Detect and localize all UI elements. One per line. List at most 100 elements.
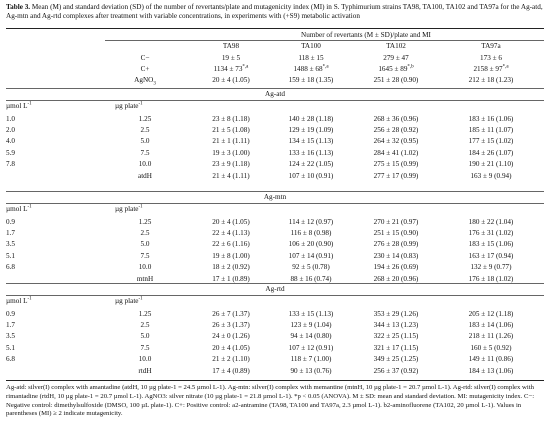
table-footnote: Ag-atd: silver(I) complex with amantadin… xyxy=(6,384,535,418)
data-cell: 22 ± 6 (1.16) xyxy=(212,240,250,249)
data-cell: 26 ± 3 (1.37) xyxy=(212,321,250,330)
control-value: 251 ± 28 (0.90) xyxy=(373,76,419,84)
unit-umol: µmol L-1 xyxy=(6,296,32,305)
conc-ug: 5.0 xyxy=(140,332,150,341)
data-cell: 268 ± 36 (0.96) xyxy=(373,115,419,123)
data-cell: 275 ± 15 (0.99) xyxy=(373,159,419,168)
unit-ug: µg plate-1 xyxy=(115,101,143,110)
data-cell: 284 ± 41 (1.02) xyxy=(373,148,419,157)
control-value: 212 ± 18 (1.23) xyxy=(468,76,514,84)
data-cell: 184 ± 13 (1.06) xyxy=(468,366,514,375)
conc-ug: 1.25 xyxy=(138,115,152,123)
control-value: 1645 ± 89*,b xyxy=(378,64,414,73)
top-rule xyxy=(6,28,544,29)
data-cell: 183 ± 16 (1.06) xyxy=(468,115,514,123)
conc-umol: 2.0 xyxy=(6,126,15,135)
data-cell: 353 ± 29 (1.26) xyxy=(373,310,419,318)
data-cell: 251 ± 15 (0.90) xyxy=(373,229,419,238)
conc-umol: 3.5 xyxy=(6,332,15,341)
data-cell: 23 ± 8 (1.18) xyxy=(212,115,250,123)
data-cell: 180 ± 22 (1.04) xyxy=(468,218,514,226)
conc-umol: 1.7 xyxy=(6,229,15,238)
control-value: 20 ± 4 (1.05) xyxy=(212,76,250,84)
unit-ug: µg plate-1 xyxy=(115,204,143,213)
conc-umol: 4.0 xyxy=(6,137,15,146)
section-title: Ag-rtd xyxy=(265,285,285,293)
data-cell: 90 ± 13 (0.76) xyxy=(290,366,332,375)
conc-ug: 7.5 xyxy=(140,148,150,157)
conc-ug: 2.5 xyxy=(140,321,150,330)
conc-umol: 0.9 xyxy=(6,310,15,318)
data-cell: 124 ± 22 (1.05) xyxy=(288,159,334,168)
data-cell: 20 ± 4 (1.05) xyxy=(212,218,250,226)
data-cell: 230 ± 14 (0.83) xyxy=(373,251,419,260)
section-rule xyxy=(6,295,544,296)
data-cell: 194 ± 26 (0.69) xyxy=(373,262,419,271)
conc-umol: 5.1 xyxy=(6,343,15,352)
conc-ug: 1.25 xyxy=(138,310,152,318)
control-value: 159 ± 18 (1.35) xyxy=(288,76,334,84)
conc-ug: 10.0 xyxy=(138,262,152,271)
control-value: 118 ± 15 xyxy=(298,54,324,62)
conc-ug: 7.5 xyxy=(140,251,150,260)
data-cell: 177 ± 15 (1.02) xyxy=(468,137,514,146)
control-value: 1134 ± 73*,a xyxy=(213,64,249,73)
data-cell: 184 ± 26 (1.07) xyxy=(468,148,514,157)
data-cell: 92 ± 5 (0.78) xyxy=(292,262,330,271)
data-cell: 176 ± 18 (1.02) xyxy=(468,274,514,283)
caption-text: Mean (M) and standard deviation (SD) of … xyxy=(6,3,543,21)
control-label: C+ xyxy=(140,65,150,73)
section-rule xyxy=(6,100,544,101)
data-cell: 322 ± 25 (1.15) xyxy=(373,332,419,341)
data-cell: 321 ± 17 (1.15) xyxy=(373,343,419,352)
section-rule xyxy=(6,283,544,284)
unit-umol: µmol L-1 xyxy=(6,204,32,213)
conc-ug: 7.5 xyxy=(140,343,150,352)
data-cell: 276 ± 28 (0.99) xyxy=(373,240,419,249)
conc-umol: 6.8 xyxy=(6,354,15,363)
conc-ug: mtnH xyxy=(136,274,154,283)
conc-ug: 10.0 xyxy=(138,159,152,168)
conc-ug: atdH xyxy=(138,171,152,180)
conc-umol: 5.9 xyxy=(6,148,15,157)
conc-umol: 7.8 xyxy=(6,159,15,168)
group-rule xyxy=(105,40,544,41)
data-cell: 107 ± 14 (0.91) xyxy=(288,251,334,260)
bottom-rule xyxy=(6,380,544,381)
conc-umol: 1.7 xyxy=(6,321,15,330)
data-cell: 134 ± 15 (1.13) xyxy=(288,137,334,146)
data-cell: 88 ± 16 (0.74) xyxy=(290,274,332,283)
data-cell: 106 ± 20 (0.90) xyxy=(288,240,334,249)
data-cell: 19 ± 8 (1.00) xyxy=(212,251,250,260)
conc-ug: 1.25 xyxy=(138,218,152,226)
data-cell: 118 ± 7 (1.00) xyxy=(290,354,332,363)
data-cell: 123 ± 9 (1.04) xyxy=(290,321,332,330)
data-cell: 349 ± 25 (1.25) xyxy=(373,354,419,363)
data-cell: 256 ± 28 (0.92) xyxy=(373,126,419,135)
data-cell: 256 ± 37 (0.92) xyxy=(373,366,419,375)
data-cell: 133 ± 15 (1.13) xyxy=(288,310,334,318)
section-rule xyxy=(6,88,544,89)
conc-ug: 5.0 xyxy=(140,240,150,249)
unit-ug: µg plate-1 xyxy=(115,296,143,305)
data-cell: 21 ± 4 (1.11) xyxy=(212,171,250,180)
strain-header: TA102 xyxy=(386,42,406,50)
data-cell: 94 ± 14 (0.80) xyxy=(290,332,332,341)
data-cell: 114 ± 12 (0.97) xyxy=(288,218,334,226)
data-cell: 218 ± 11 (1.26) xyxy=(468,332,514,341)
data-cell: 21 ± 2 (1.10) xyxy=(212,354,250,363)
data-cell: 140 ± 28 (1.18) xyxy=(288,115,334,123)
data-cell: 163 ± 9 (0.94) xyxy=(470,171,512,180)
conc-ug: 2.5 xyxy=(140,126,150,135)
data-cell: 19 ± 3 (1.00) xyxy=(212,148,250,157)
data-cell: 133 ± 16 (1.13) xyxy=(288,148,334,157)
data-cell: 132 ± 9 (0.77) xyxy=(470,262,512,271)
data-cell: 344 ± 13 (1.23) xyxy=(373,321,419,330)
conc-umol: 1.0 xyxy=(6,115,15,123)
conc-umol: 5.1 xyxy=(6,251,15,260)
data-cell: 205 ± 12 (1.18) xyxy=(468,310,514,318)
data-cell: 24 ± 0 (1.26) xyxy=(212,332,250,341)
data-cell: 176 ± 31 (1.02) xyxy=(468,229,514,238)
strain-header: TA98 xyxy=(222,42,240,50)
